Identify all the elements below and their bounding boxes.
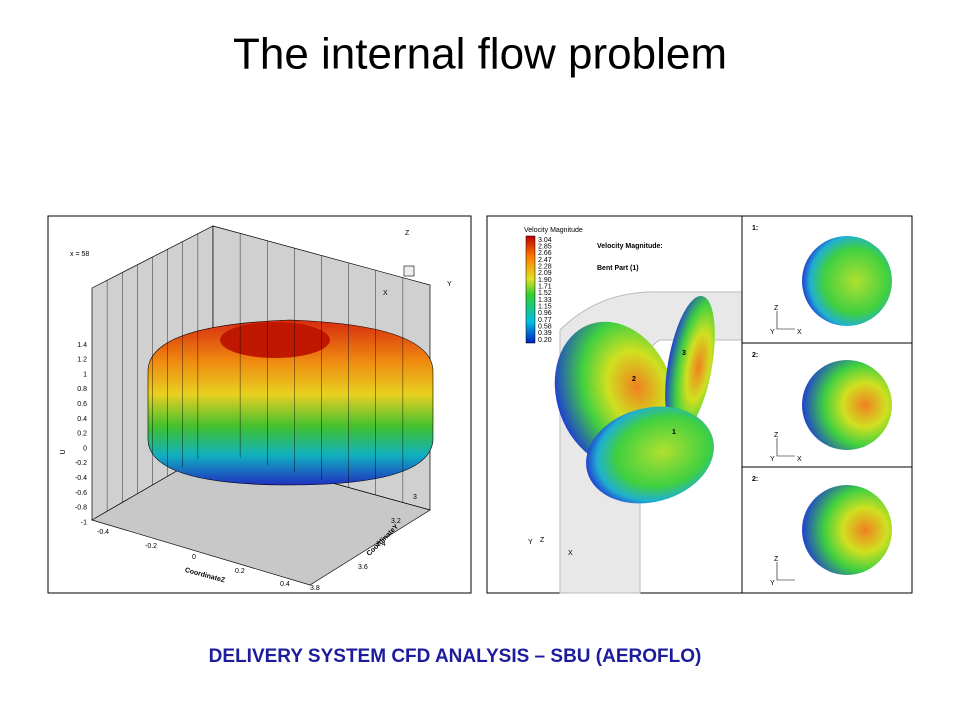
legend-level: 2.66 xyxy=(538,250,552,257)
legend-colorbar xyxy=(525,235,536,344)
section-label: 2 xyxy=(632,376,636,383)
tick-label: -0.8 xyxy=(75,505,87,512)
axis-label: Y xyxy=(528,539,533,546)
panel-axis-label: Y xyxy=(770,580,775,587)
panel-disk-1 xyxy=(802,236,892,326)
section-label: 1 xyxy=(672,429,676,436)
axis-label: Y xyxy=(447,281,452,288)
axis-label: Z xyxy=(540,537,545,544)
tick-label: 0.2 xyxy=(235,568,245,575)
panel-axis-label: Z xyxy=(774,305,779,312)
dome-peak xyxy=(220,322,330,358)
panel-label: 2: xyxy=(752,352,758,359)
panel-disk-3 xyxy=(802,485,892,575)
legend-level: 1.90 xyxy=(538,277,552,284)
section-disk-1 xyxy=(586,406,714,504)
section-label: 3 xyxy=(682,350,686,357)
legend-level: 2.47 xyxy=(538,257,552,264)
plot-subtitle: Bent Part (1) xyxy=(597,265,639,272)
legend-level: 3.04 xyxy=(538,237,552,244)
slice-label: x = 58 xyxy=(70,251,89,258)
tick-label: -1 xyxy=(81,519,87,526)
tick-label: 0.4 xyxy=(280,581,290,588)
tick-label: 0.6 xyxy=(77,401,87,408)
legend-level: 0.39 xyxy=(538,330,552,337)
tick-label: 3.2 xyxy=(391,518,401,525)
legend-level: 0.96 xyxy=(538,310,552,317)
tick-label: -0.2 xyxy=(75,460,87,467)
tick-label: 1.2 xyxy=(77,357,87,364)
legend-level: 1.71 xyxy=(538,284,552,291)
legend-title: Velocity Magnitude xyxy=(524,227,583,234)
axis-label: U xyxy=(60,449,67,454)
caption: DELIVERY SYSTEM CFD ANALYSIS – SBU (AERO… xyxy=(209,646,702,667)
tick-label: 1 xyxy=(83,371,87,378)
panel-axis-label: Y xyxy=(770,329,775,336)
floor xyxy=(91,449,431,586)
tick-label: -0.4 xyxy=(97,529,109,536)
legend-level: 2.09 xyxy=(538,270,552,277)
tick-label: 0 xyxy=(192,554,196,561)
tick-label: 1.4 xyxy=(77,342,87,349)
tick-label: 0 xyxy=(83,445,87,452)
tick-label: 0.4 xyxy=(77,416,87,423)
panel-axes xyxy=(776,562,795,581)
tick-label: -0.2 xyxy=(145,543,157,550)
axis-label: Z xyxy=(405,230,410,237)
plot-title: Velocity Magnitude: xyxy=(597,243,663,250)
orientation-cube xyxy=(403,265,415,277)
legend-level: 1.52 xyxy=(538,290,552,297)
tick-label: -0.4 xyxy=(75,475,87,482)
legend-level: 0.77 xyxy=(538,317,552,324)
axis-label: X xyxy=(568,550,573,557)
tick-label: 3.4 xyxy=(376,541,386,548)
panel-axis-label: X xyxy=(797,329,802,336)
tick-label: 3.6 xyxy=(358,564,368,571)
panel-axis-label: X xyxy=(797,456,802,463)
legend-level: 1.15 xyxy=(538,304,552,311)
tick-label: -0.6 xyxy=(75,490,87,497)
tick-label: 3 xyxy=(413,494,417,501)
section-disk-3 xyxy=(665,295,715,435)
panel-axis-label: Y xyxy=(770,456,775,463)
velocity-dome xyxy=(147,319,434,486)
legend-level: 2.85 xyxy=(538,244,552,251)
legend-level: 2.28 xyxy=(538,264,552,271)
tick-label: 0.2 xyxy=(77,431,87,438)
panel-axis-label: Z xyxy=(774,432,779,439)
slide-title: The internal flow problem xyxy=(233,30,727,79)
legend-level: 1.33 xyxy=(538,297,552,304)
tick-label: 0.8 xyxy=(77,386,87,393)
panel-axis-label: Z xyxy=(774,556,779,563)
tick-label: 3.8 xyxy=(310,585,320,592)
legend-level: 0.20 xyxy=(538,337,552,344)
panel-disk-2 xyxy=(802,360,892,450)
panel-axes xyxy=(776,311,795,330)
panel-label: 1: xyxy=(752,225,758,232)
axis-label: X xyxy=(383,290,388,297)
panel-label: 2: xyxy=(752,476,758,483)
panel-axes xyxy=(776,438,795,457)
legend-level: 0.58 xyxy=(538,324,552,331)
